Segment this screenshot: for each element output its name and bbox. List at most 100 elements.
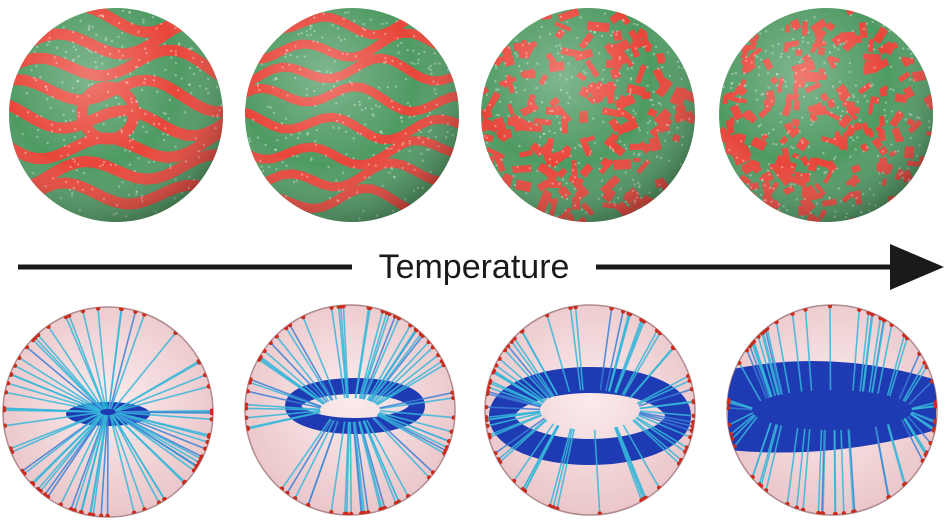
streamline — [373, 416, 434, 474]
streamline — [108, 308, 122, 409]
streamline — [874, 426, 890, 498]
streamline-tip — [245, 406, 249, 411]
streamline — [489, 414, 543, 439]
streamline — [728, 412, 754, 426]
streamline — [593, 429, 601, 514]
streamline — [637, 379, 691, 406]
red-domain — [914, 175, 929, 184]
streamline-tip — [485, 404, 489, 410]
streamline — [635, 417, 686, 453]
streamline — [636, 416, 688, 449]
streamline — [110, 314, 146, 410]
streamlines — [245, 305, 455, 515]
streamline — [764, 329, 782, 395]
streamline — [574, 306, 584, 391]
streamline — [498, 358, 548, 401]
streamlines — [727, 305, 937, 515]
streamline — [489, 382, 543, 406]
streamline — [263, 350, 326, 404]
streamline — [260, 356, 325, 405]
streamline — [26, 346, 103, 411]
streamline — [886, 424, 906, 486]
streamline — [901, 419, 924, 462]
streamline — [376, 364, 445, 406]
streamline — [250, 378, 322, 408]
streamline — [10, 373, 101, 412]
streamline — [362, 420, 397, 504]
streamline — [904, 366, 928, 403]
streamline — [569, 307, 582, 391]
red-domain — [849, 217, 860, 222]
streamline — [340, 306, 349, 399]
streamline — [109, 414, 135, 513]
red-domain — [771, 210, 782, 222]
streamline — [638, 413, 693, 432]
streamline — [378, 412, 450, 443]
streamline — [346, 421, 350, 514]
field-shell-4 — [726, 304, 938, 516]
streamline — [728, 399, 753, 409]
streamline — [852, 309, 861, 391]
streamline — [614, 426, 645, 500]
streamline — [822, 429, 826, 514]
streamline — [821, 429, 826, 514]
streamline — [330, 307, 346, 399]
streamline — [637, 414, 691, 438]
streamline — [286, 419, 333, 494]
streamline-tip — [3, 407, 7, 413]
streamline — [847, 429, 855, 512]
streamline — [31, 413, 103, 484]
streamline — [111, 414, 160, 504]
streamline — [47, 414, 105, 498]
streamline — [775, 321, 791, 394]
streamline — [903, 418, 927, 456]
streamline — [366, 419, 409, 497]
streamline — [757, 336, 777, 397]
red-domain — [719, 142, 725, 153]
streamline — [37, 334, 104, 411]
streamline-tip — [933, 403, 937, 408]
streamline — [115, 411, 212, 421]
streamline — [373, 346, 434, 404]
streamline — [363, 420, 400, 503]
streamline — [486, 406, 541, 411]
streamline — [47, 326, 105, 410]
streamline — [337, 306, 348, 399]
field-shell-1 — [2, 306, 214, 518]
streamline — [34, 337, 103, 411]
streamline — [639, 400, 694, 410]
streamline — [5, 391, 101, 413]
pattern-sphere-3 — [481, 8, 695, 222]
streamline — [372, 417, 430, 479]
streamline — [510, 341, 553, 398]
streamline — [614, 427, 643, 501]
streamline — [281, 418, 332, 490]
streamline — [4, 409, 101, 413]
streamline — [889, 337, 908, 397]
streamline — [766, 328, 783, 395]
streamline — [911, 404, 937, 410]
streamline — [902, 362, 926, 402]
streamline — [752, 342, 773, 398]
streamline — [302, 316, 338, 400]
streamline — [352, 421, 363, 514]
streamline — [910, 412, 935, 430]
streamline — [833, 429, 836, 514]
streamline — [376, 414, 445, 455]
streamline — [749, 345, 770, 399]
streamline — [114, 361, 200, 412]
streamlines — [3, 307, 213, 517]
streamline — [115, 374, 206, 412]
streamline — [621, 330, 658, 396]
streamline — [330, 421, 346, 513]
streamline — [4, 411, 101, 427]
streamline-tip — [727, 405, 731, 411]
streamline — [488, 386, 542, 407]
streamline — [14, 365, 102, 412]
streamline — [245, 407, 321, 411]
streamline — [100, 415, 109, 516]
streamline — [372, 341, 430, 403]
streamline — [804, 309, 813, 391]
streamline — [289, 324, 334, 401]
